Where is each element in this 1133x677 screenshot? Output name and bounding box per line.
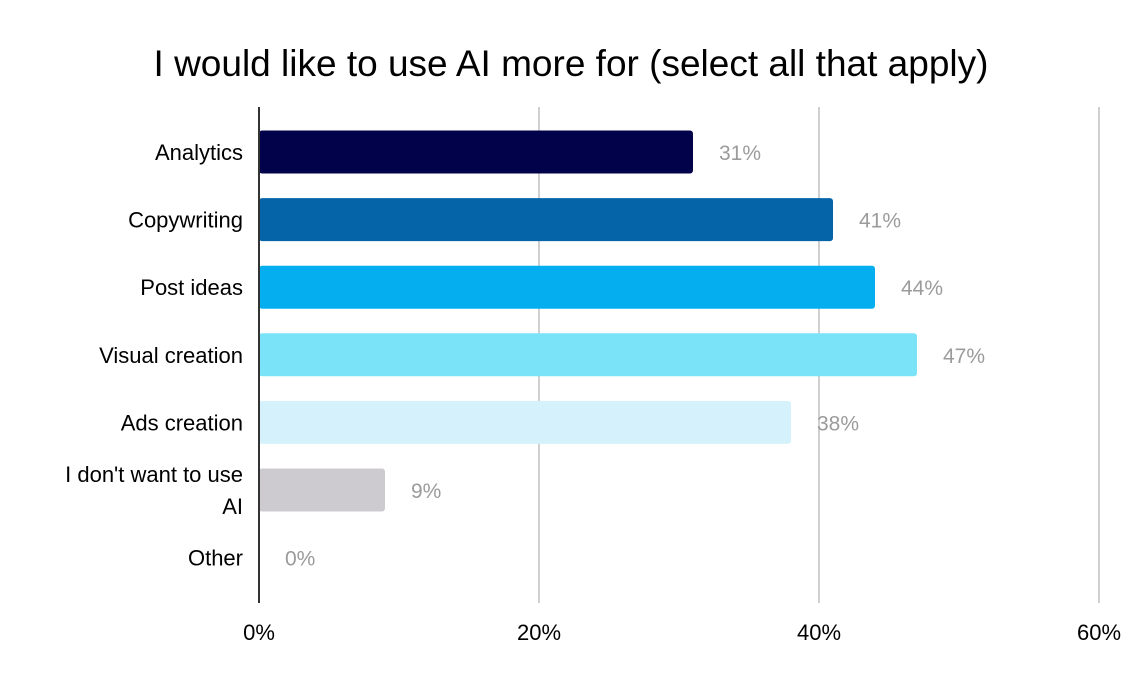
bar-value-label: 0%: [285, 548, 315, 571]
x-tick-label: 0%: [243, 620, 275, 645]
category-label: Post ideas: [140, 275, 243, 300]
bar-value-label: 44%: [901, 277, 943, 300]
chart-title: I would like to use AI more for (select …: [154, 43, 989, 84]
bar: [259, 265, 875, 309]
x-tick-labels: 0% 20% 40% 60%: [243, 620, 1121, 645]
category-label: Copywriting: [128, 208, 243, 233]
bar-value-label: 31%: [719, 142, 761, 165]
category-label: I don't want to use: [65, 462, 243, 487]
x-tick-label: 20%: [517, 620, 561, 645]
bar-value-label: 9%: [411, 480, 441, 503]
category-label: Other: [188, 546, 243, 571]
category-label: Ads creation: [121, 410, 243, 435]
data-labels: 31% 41% 44% 47% 38% 9% 0%: [285, 142, 985, 571]
category-label: Analytics: [155, 140, 243, 165]
x-tick-label: 60%: [1077, 620, 1121, 645]
bar: [259, 198, 833, 242]
bars: [259, 130, 917, 512]
bar-value-label: 38%: [817, 412, 859, 435]
category-label: AI: [222, 494, 243, 519]
bar: [259, 130, 693, 174]
bar-value-label: 41%: [859, 210, 901, 233]
bar: [259, 333, 917, 377]
category-labels: Analytics Copywriting Post ideas Visual cre…: [65, 140, 243, 571]
bar: [259, 468, 385, 512]
category-label: Visual creation: [99, 343, 243, 368]
bar-value-label: 47%: [943, 345, 985, 368]
bar: [259, 400, 791, 444]
x-tick-label: 40%: [797, 620, 841, 645]
